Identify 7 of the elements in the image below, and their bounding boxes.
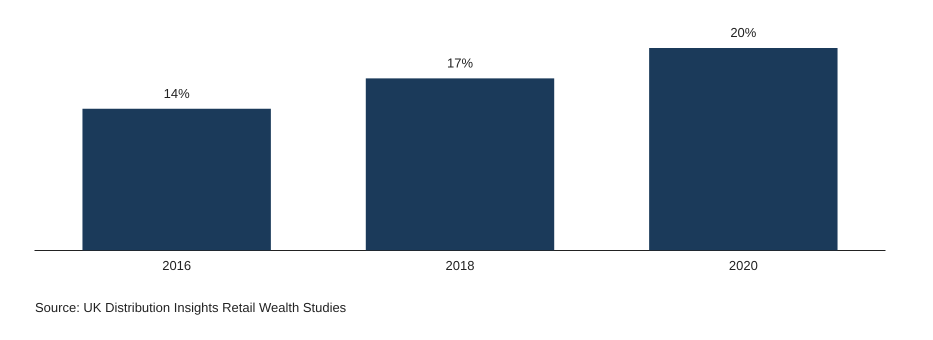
data-label: 17% xyxy=(446,55,474,70)
x-tick-label: 2018 xyxy=(446,258,474,273)
data-label: 20% xyxy=(730,25,757,40)
data-label: 14% xyxy=(164,86,190,101)
source-note: Source: UK Distribution Insights Retail Wealth Studies xyxy=(35,300,347,315)
x-tick-label: 2020 xyxy=(728,258,758,273)
x-tick-label: 2016 xyxy=(162,258,192,273)
